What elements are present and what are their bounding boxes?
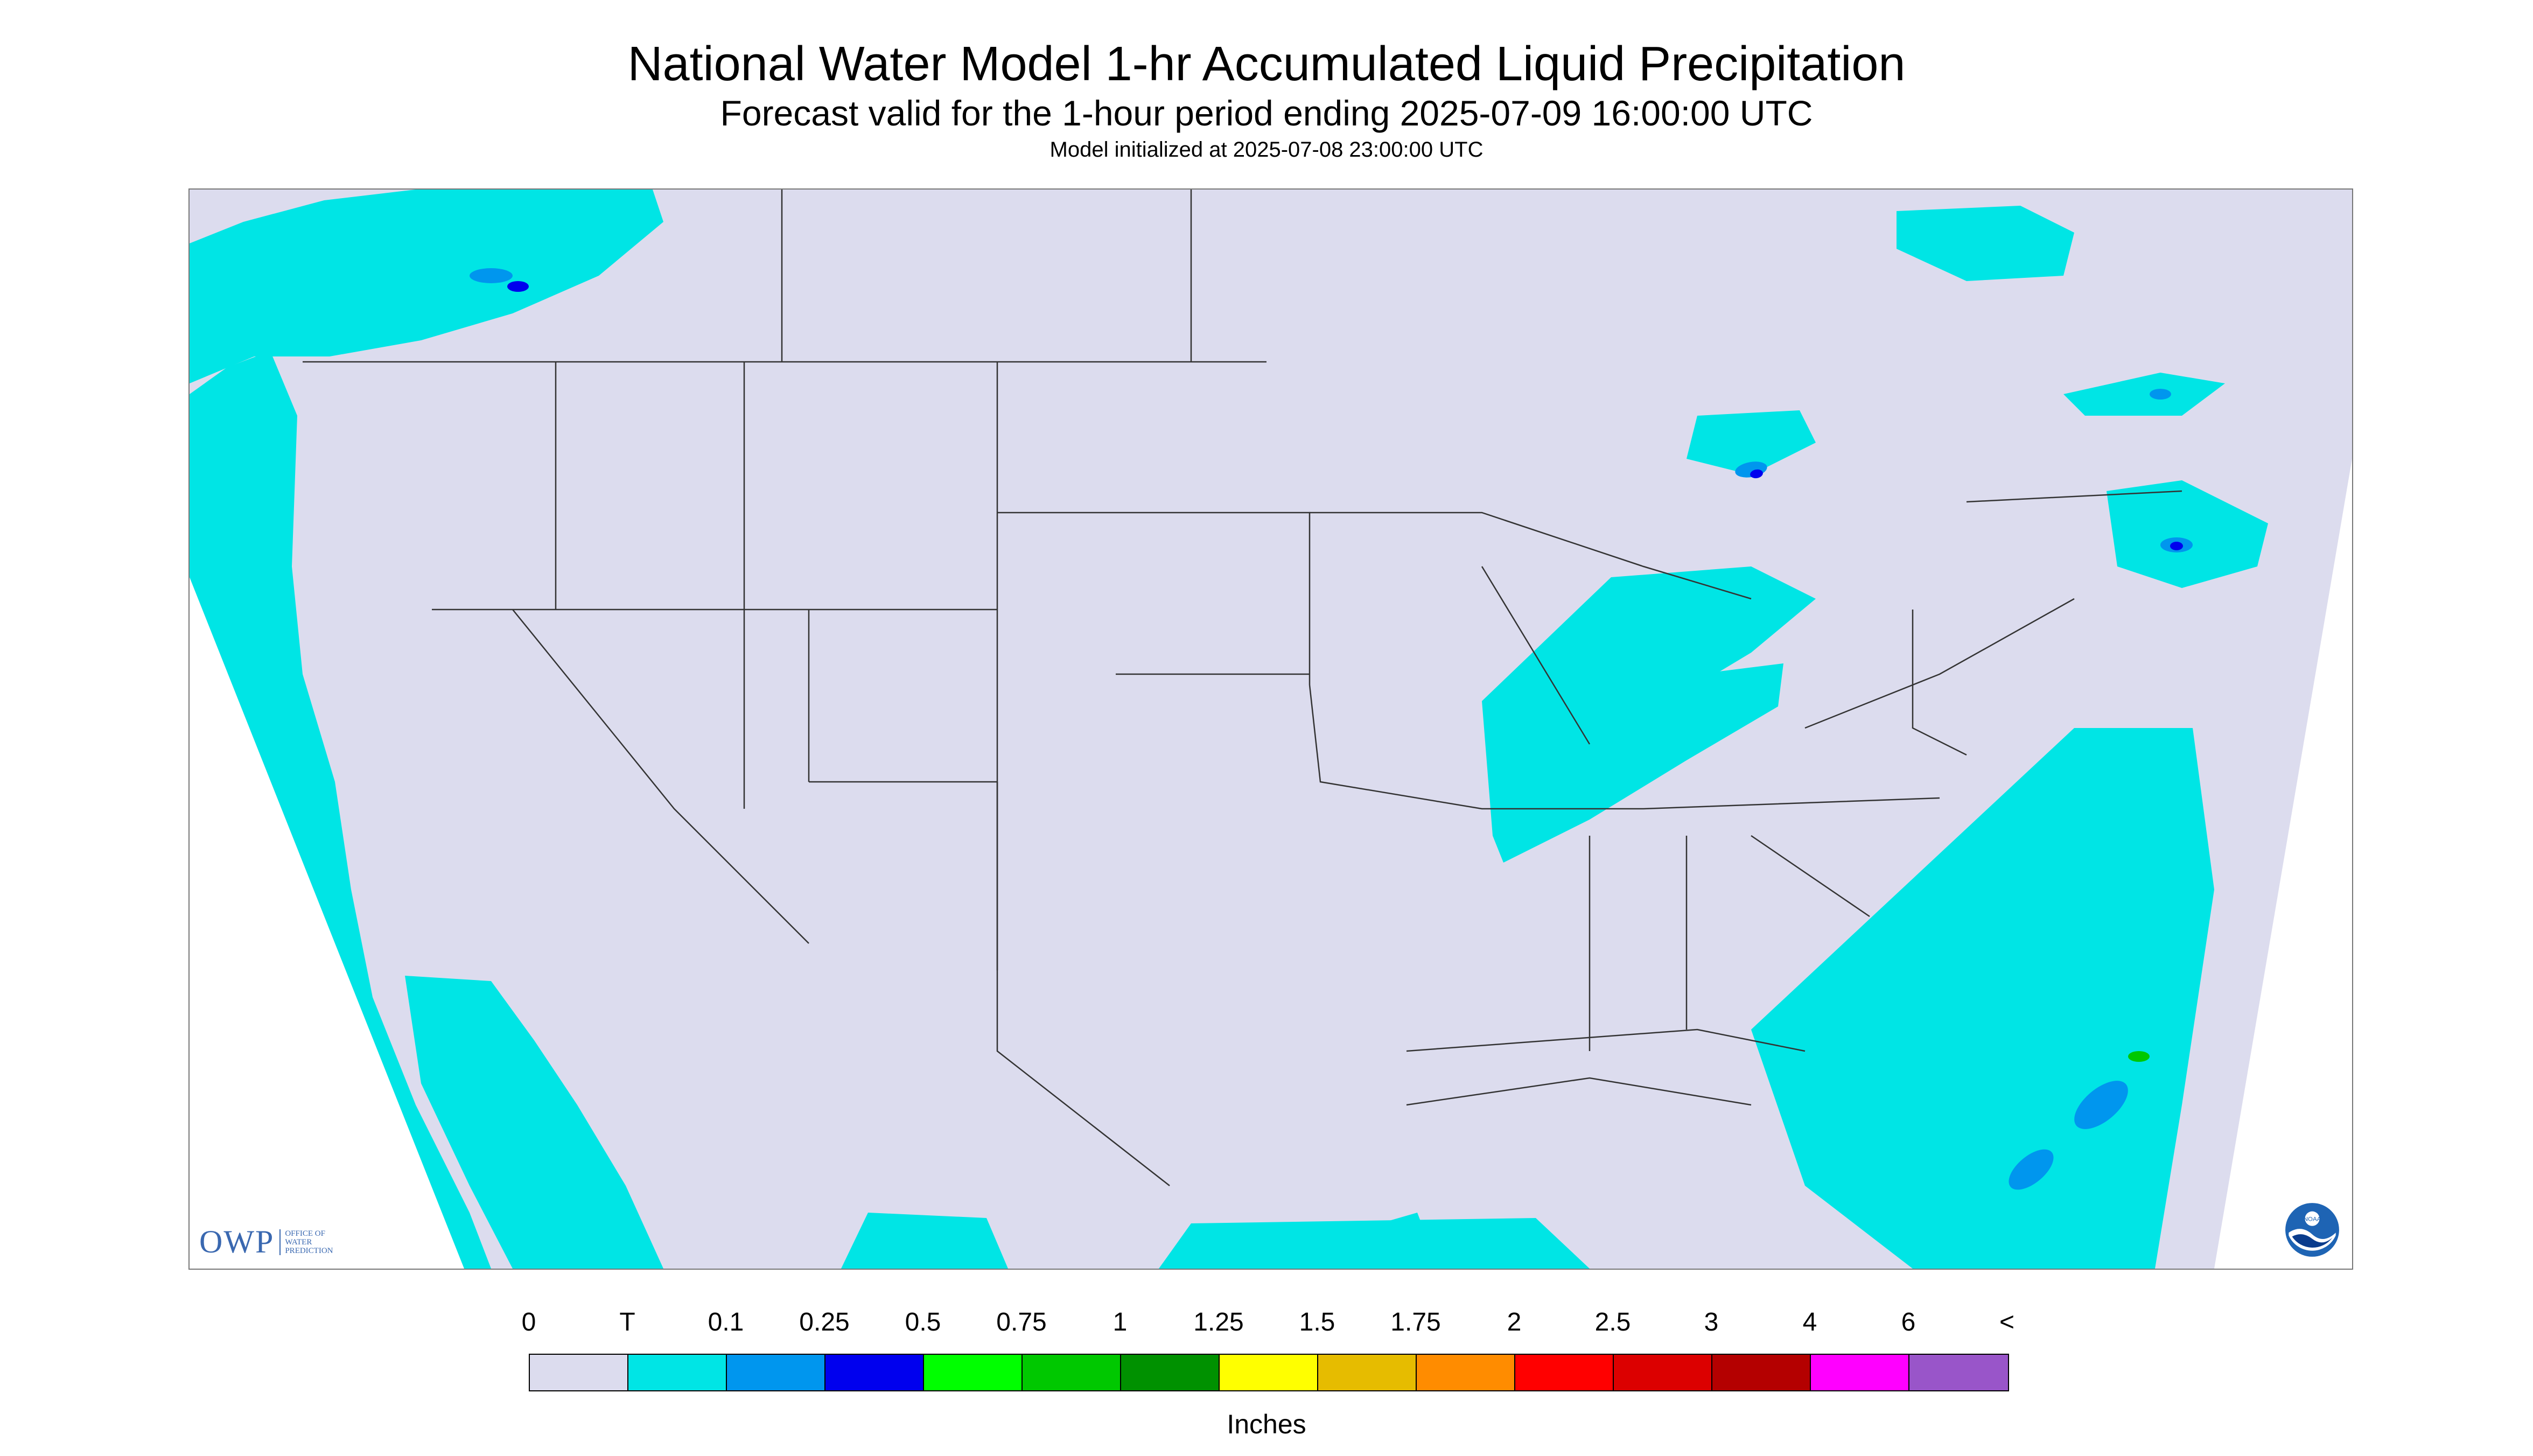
state-boundary-line <box>1912 610 1967 756</box>
ontario-precip <box>2063 373 2225 416</box>
legend-swatch <box>1417 1355 1515 1390</box>
precipitation-map: OWP OFFICE OF WATER PREDICTION NOAA <box>188 188 2353 1270</box>
legend-swatch <box>1811 1355 1909 1390</box>
state-boundary-line <box>1751 835 1870 918</box>
legend-tick-label: 2 <box>1507 1308 1522 1336</box>
legend-tick-label: 0.1 <box>708 1308 744 1336</box>
atlantic-offshore-precip <box>1751 728 2214 1269</box>
owp-logo-letters: OWP <box>199 1224 275 1259</box>
owp-sub-line: OFFICE OF <box>285 1229 325 1238</box>
legend-swatch <box>1909 1355 2008 1390</box>
state-boundary-line <box>1406 1028 1806 1052</box>
legend-tick-label: 6 <box>1901 1308 1916 1336</box>
precipitation-cells <box>190 190 2268 1269</box>
light-precip-cell <box>2150 389 2171 400</box>
model-init-line: Model initialized at 2025-07-08 23:00:00… <box>1049 138 1484 162</box>
legend-swatch <box>1121 1355 1220 1390</box>
upper-michigan-precip <box>1687 410 1816 475</box>
legend-tick-label: 1.5 <box>1299 1308 1335 1336</box>
legend-tick-label: 0 <box>521 1308 536 1336</box>
legend-tick-label: 2.5 <box>1594 1308 1631 1336</box>
state-boundary-line <box>1804 598 2075 729</box>
legend-swatch <box>1614 1355 1712 1390</box>
pacific-northwest-precip <box>190 190 663 383</box>
forecast-valid-subtitle: Forecast valid for the 1-hour period end… <box>720 93 1813 133</box>
legend-tick-labels: 0 T 0.1 0.25 0.5 0.75 1 1.25 1.5 1.75 2 2.5 3 4 6 < <box>0 1307 2533 1340</box>
legend-swatch <box>628 1355 727 1390</box>
legend-tick-label: 3 <box>1704 1308 1719 1336</box>
legend-tick-label: 4 <box>1802 1308 1817 1336</box>
legend-colorbar <box>529 1354 2009 1391</box>
state-boundaries <box>303 190 2182 1186</box>
legend-tick-label: 0.75 <box>996 1308 1047 1336</box>
legend-swatch <box>1318 1355 1417 1390</box>
state-boundary-line <box>1310 512 1752 600</box>
legend-tick-label: < <box>1999 1308 2015 1336</box>
state-boundary-line <box>1966 490 2182 503</box>
owp-logo: OWP OFFICE OF WATER PREDICTION <box>199 1223 333 1261</box>
map-title: National Water Model 1-hr Accumulated Li… <box>627 37 1906 91</box>
mexico-precip <box>841 1213 1008 1269</box>
owp-sub-line: PREDICTION <box>285 1246 333 1255</box>
legend-swatch <box>1220 1355 1318 1390</box>
baja-offshore-precip <box>405 976 663 1269</box>
quebec-precip <box>1897 206 2074 281</box>
legend-tick-label: 0.5 <box>905 1308 941 1336</box>
legend-swatch <box>1515 1355 1614 1390</box>
state-boundary-line <box>1481 566 1591 745</box>
moderate-precip-cell <box>2170 542 2183 550</box>
gulf-south-precip <box>1159 1218 1590 1269</box>
new-england-precip <box>2107 480 2268 588</box>
moderate-precip-cell <box>507 281 529 292</box>
owp-sub-line: WATER <box>285 1237 312 1247</box>
legend-swatch <box>530 1355 628 1390</box>
light-precip-cell <box>2009 1149 2054 1190</box>
legend-swatch <box>825 1355 924 1390</box>
legend-swatch <box>727 1355 825 1390</box>
legend-units: Inches <box>1227 1409 1306 1439</box>
legend-tick-label: T <box>619 1308 635 1336</box>
state-boundary-line <box>1309 684 1940 810</box>
pacific-coast-precip <box>190 351 491 1269</box>
moderate-precip-cell <box>1750 469 1763 479</box>
map-canvas <box>190 190 2352 1269</box>
noaa-logo-icon: NOAA <box>2285 1203 2339 1257</box>
legend-tick-label: 1 <box>1112 1308 1128 1336</box>
legend-tick-label: 1.75 <box>1390 1308 1441 1336</box>
noaa-logo-text: NOAA <box>2304 1216 2321 1222</box>
heavy-precip-cell <box>2128 1051 2150 1062</box>
legend-swatch <box>1023 1355 1121 1390</box>
light-precip-cell <box>470 268 513 283</box>
legend-tick-label: 0.25 <box>799 1308 850 1336</box>
state-boundary-line <box>1406 1077 1752 1106</box>
legend-swatch <box>924 1355 1023 1390</box>
light-precip-cell <box>2074 1081 2128 1129</box>
state-boundary-line <box>512 609 809 944</box>
ohio-valley-precip <box>1493 663 1783 863</box>
legend-swatch <box>1712 1355 1811 1390</box>
legend-tick-label: 1.25 <box>1193 1308 1244 1336</box>
state-boundary-line <box>996 782 1170 1186</box>
owp-logo-subtext: OFFICE OF WATER PREDICTION <box>279 1229 333 1255</box>
